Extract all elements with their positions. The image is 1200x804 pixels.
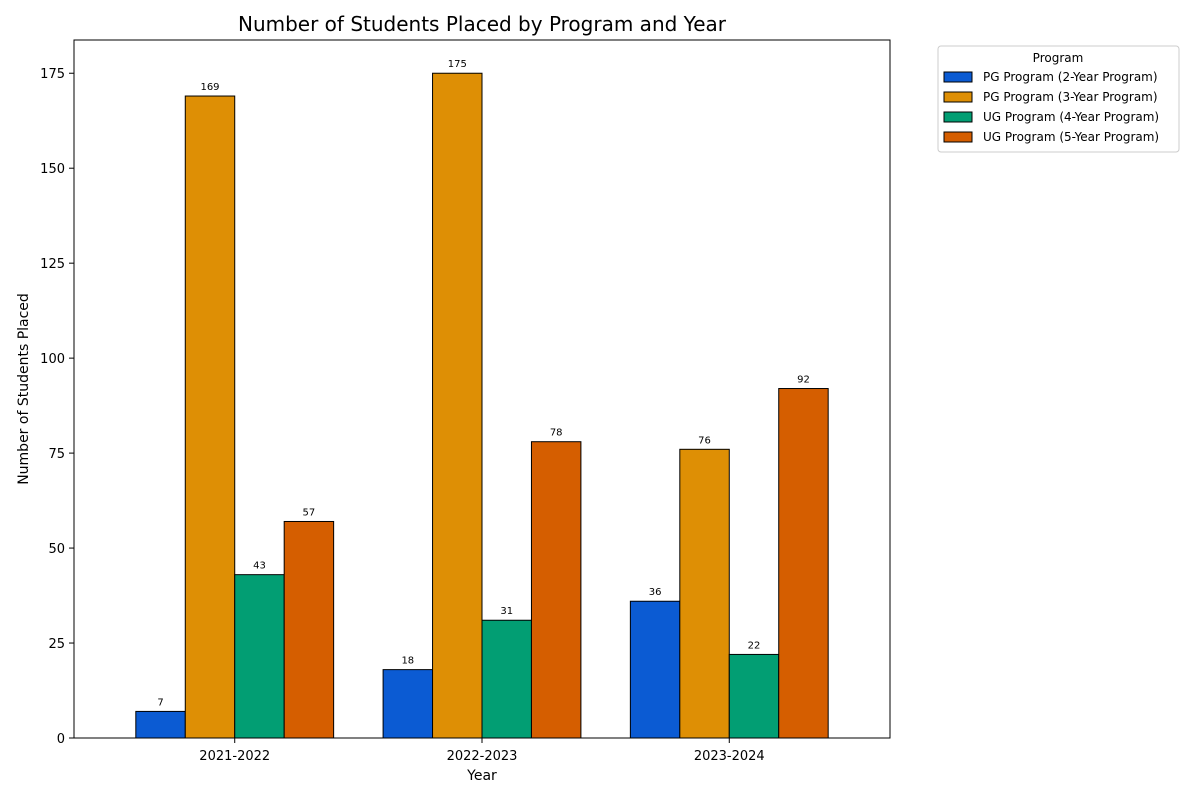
- bar: [728, 653, 780, 739]
- bar: [679, 448, 730, 739]
- legend-swatch: [943, 71, 973, 83]
- data-label: 57: [303, 507, 316, 518]
- legend-swatch: [943, 91, 973, 103]
- bar: [184, 95, 236, 739]
- legend-label: UG Program (4-Year Program): [983, 110, 1159, 124]
- y-axis-label: Number of Students Placed: [16, 293, 32, 485]
- data-label: 18: [401, 656, 414, 667]
- bar: [629, 600, 681, 739]
- y-tick-label: 0: [57, 732, 65, 747]
- legend-label: PG Program (3-Year Program): [983, 90, 1158, 104]
- x-tick-label: 2023-2024: [694, 749, 765, 764]
- bar: [432, 72, 483, 739]
- data-label: 175: [448, 59, 467, 70]
- data-label: 78: [550, 428, 563, 439]
- data-label: 169: [200, 82, 219, 93]
- bar: [234, 574, 285, 739]
- y-tick-label: 125: [40, 257, 65, 272]
- chart-title: Number of Students Placed by Program and…: [238, 12, 727, 36]
- y-tick-label: 50: [48, 542, 65, 557]
- y-tick-label: 150: [40, 162, 65, 177]
- bar: [778, 388, 829, 739]
- bar: [283, 520, 335, 739]
- x-tick-label: 2022-2023: [447, 749, 518, 764]
- data-label: 22: [748, 640, 761, 651]
- y-tick-label: 100: [40, 352, 65, 367]
- legend-title: Program: [1033, 51, 1084, 65]
- data-label: 76: [698, 435, 711, 446]
- x-axis-label: Year: [466, 768, 497, 784]
- legend-swatch: [943, 111, 973, 123]
- y-tick-label: 175: [40, 67, 65, 82]
- bar: [481, 619, 532, 739]
- bar: [530, 441, 582, 739]
- x-tick-label: 2021-2022: [199, 749, 270, 764]
- y-tick-label: 25: [48, 637, 65, 652]
- bar: [382, 669, 434, 739]
- legend-frame: [937, 45, 1180, 153]
- data-label: 43: [253, 561, 266, 572]
- y-tick-label: 75: [48, 447, 65, 462]
- bar: [135, 710, 186, 739]
- legend-label: PG Program (2-Year Program): [983, 70, 1158, 84]
- data-label: 7: [157, 697, 163, 708]
- data-label: 36: [649, 587, 662, 598]
- legend-label: UG Program (5-Year Program): [983, 130, 1159, 144]
- data-label: 92: [797, 375, 810, 386]
- legend: Program PG Program (2-Year Program) PG Pr…: [937, 45, 1180, 153]
- legend-swatch: [943, 131, 973, 143]
- data-label: 31: [500, 606, 513, 617]
